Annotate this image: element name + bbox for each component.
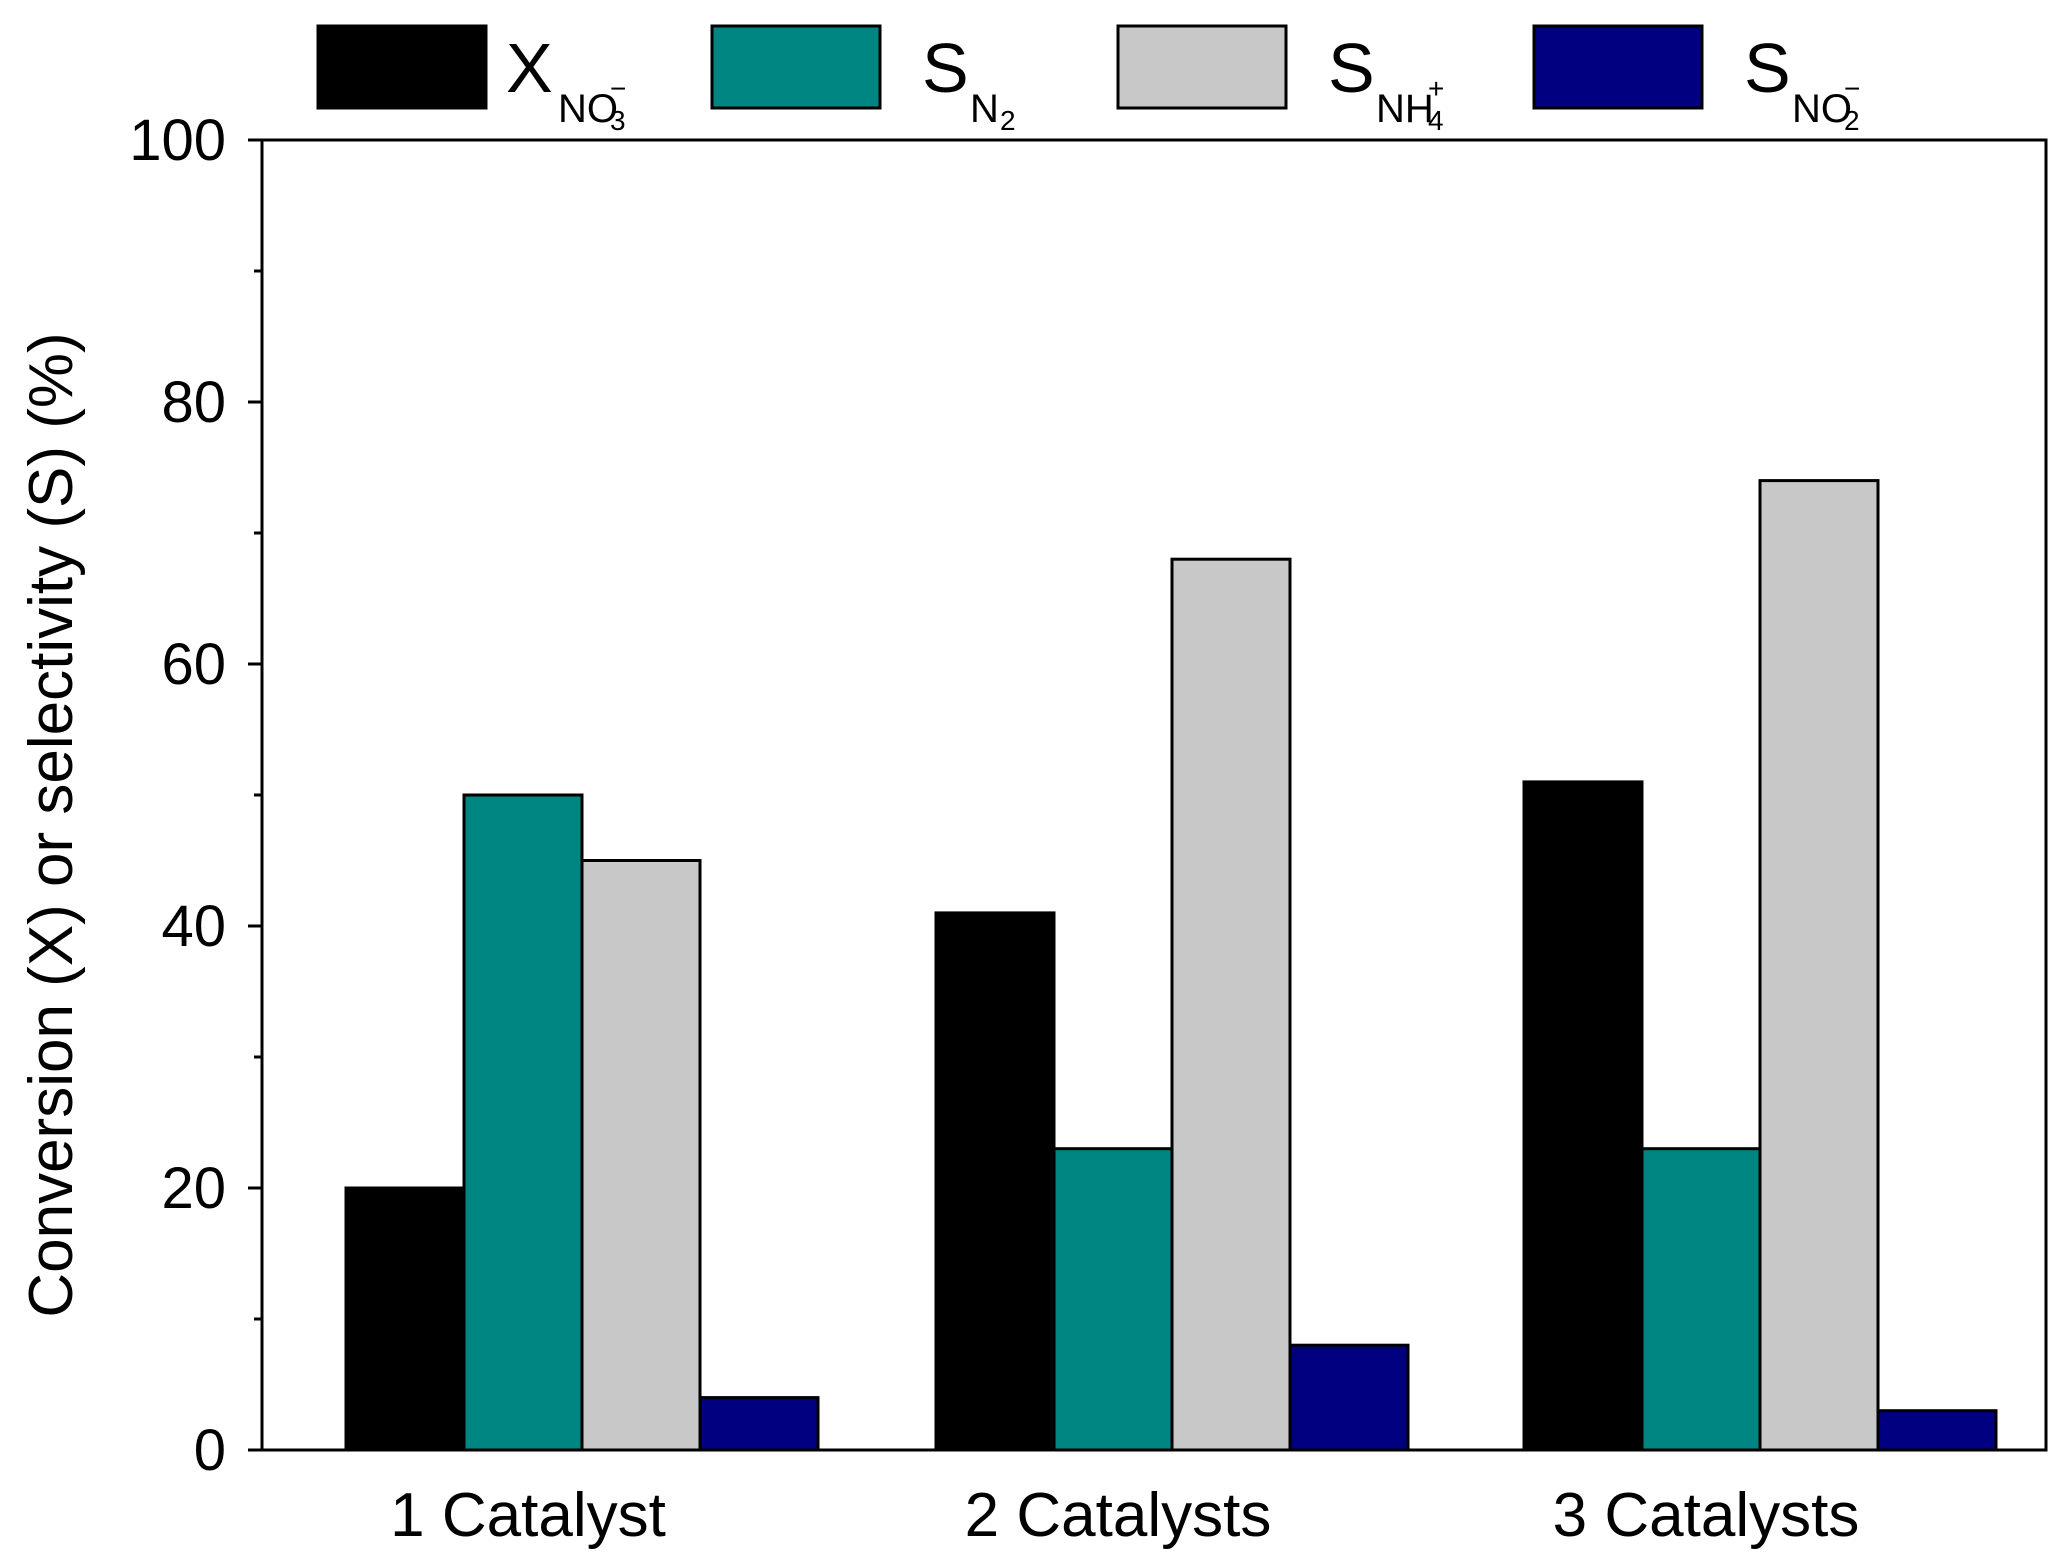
- bar: [1170, 557, 1292, 1452]
- x-axis: 1 Catalyst 2 Catalysts 3 Catalysts: [390, 1481, 1859, 1550]
- legend-label-main: S: [1744, 29, 1791, 107]
- bar: [344, 1186, 466, 1452]
- legend-swatch: [316, 24, 488, 110]
- legend-label-sub: NO: [1792, 87, 1852, 131]
- legend-label-sub: NH: [1376, 87, 1434, 131]
- legend-label-subscript: 2: [1000, 105, 1016, 136]
- bar: [1758, 479, 1880, 1452]
- bar: [1876, 1409, 1998, 1452]
- bar: [1522, 780, 1644, 1452]
- bar: [1640, 1147, 1762, 1452]
- bar: [580, 859, 702, 1452]
- y-tick-label: 20: [161, 1156, 226, 1221]
- legend-label-superscript: −: [610, 73, 626, 104]
- legend-label-superscript: −: [1844, 73, 1860, 104]
- y-axis: 0 20 40 60 80 100: [129, 108, 262, 1483]
- legend-label-superscript: +: [1428, 73, 1444, 104]
- legend-label-main: S: [922, 29, 969, 107]
- legend-label-subscript: 2: [1844, 105, 1860, 136]
- y-tick-label: 60: [161, 632, 226, 697]
- bar: [698, 1396, 820, 1452]
- legend-item: SN 2: [710, 24, 1016, 136]
- y-tick-label: 40: [161, 894, 226, 959]
- x-category-label: 2 Catalysts: [965, 1481, 1272, 1550]
- y-tick-label: 0: [194, 1418, 226, 1483]
- legend-label-subscript: 3: [610, 105, 626, 136]
- bar: [462, 793, 584, 1452]
- y-axis-title: Conversion (X) or selectivity (S) (%): [17, 332, 86, 1317]
- bars: [344, 479, 1998, 1452]
- legend-swatch: [1532, 24, 1704, 110]
- legend-label-main: S: [1328, 29, 1375, 107]
- y-tick-label: 80: [161, 370, 226, 435]
- legend-swatch: [710, 24, 882, 110]
- legend-label-subscript: 4: [1428, 105, 1444, 136]
- y-tick-label: 100: [129, 108, 226, 173]
- bar: [1288, 1343, 1410, 1452]
- bar: [1052, 1147, 1174, 1452]
- legend-label-sub: N: [970, 87, 999, 131]
- x-category-label: 3 Catalysts: [1553, 1481, 1860, 1550]
- legend-label-main: X: [506, 29, 553, 107]
- bar: [934, 911, 1056, 1452]
- x-category-label: 1 Catalyst: [390, 1481, 666, 1550]
- legend-swatch: [1116, 24, 1288, 110]
- legend-label-sub: NO: [558, 87, 618, 131]
